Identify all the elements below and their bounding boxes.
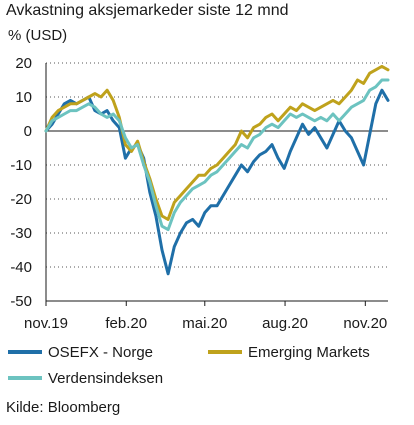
- series-line-verdensindeksen: [44, 78, 390, 232]
- y-tick-label: -30: [10, 225, 32, 242]
- y-tick-label: 20: [15, 55, 32, 72]
- y-tick-labels: 20 10 0 -10 -20 -30 -40 -50: [10, 55, 32, 310]
- x-tick-label: nov.20: [343, 315, 387, 332]
- x-tick-label: aug.20: [262, 315, 308, 332]
- x-tick-labels: nov.19 feb.20 mai.20 aug.20 nov.20: [24, 315, 387, 332]
- series-lines: [44, 64, 390, 276]
- series-line-emerging-markets: [44, 64, 390, 221]
- legend: OSEFX - Norge Emerging Markets Verdensinde…: [8, 344, 370, 387]
- x-tick-label: feb.20: [105, 315, 147, 332]
- y-tick-label: 0: [24, 123, 32, 140]
- series-line-osefx-norge: [44, 88, 390, 276]
- chart-plot: 20 10 0 -10 -20 -30 -40 -50 nov.19 feb.20 mai.20 a…: [8, 55, 390, 387]
- y-tick-label: 10: [15, 89, 32, 106]
- axes: [45, 63, 388, 306]
- y-axis-unit-label: % (USD): [8, 27, 68, 44]
- legend-label-emerging-markets: Emerging Markets: [248, 344, 370, 361]
- legend-label-osefx-norge: OSEFX - Norge: [48, 344, 153, 361]
- grid-lines: [46, 62, 388, 302]
- x-tick-label: nov.19: [24, 315, 68, 332]
- legend-label-verdensindeksen: Verdensindeksen: [48, 370, 163, 387]
- y-tick-label: -50: [10, 293, 32, 310]
- y-tick-label: -20: [10, 191, 32, 208]
- y-tick-label: -40: [10, 259, 32, 276]
- y-tick-label: -10: [10, 157, 32, 174]
- chart-title: Avkastning aksjemarkeder siste 12 mnd: [6, 2, 289, 19]
- x-tick-label: mai.20: [182, 315, 227, 332]
- source-note: Kilde: Bloomberg: [6, 399, 121, 416]
